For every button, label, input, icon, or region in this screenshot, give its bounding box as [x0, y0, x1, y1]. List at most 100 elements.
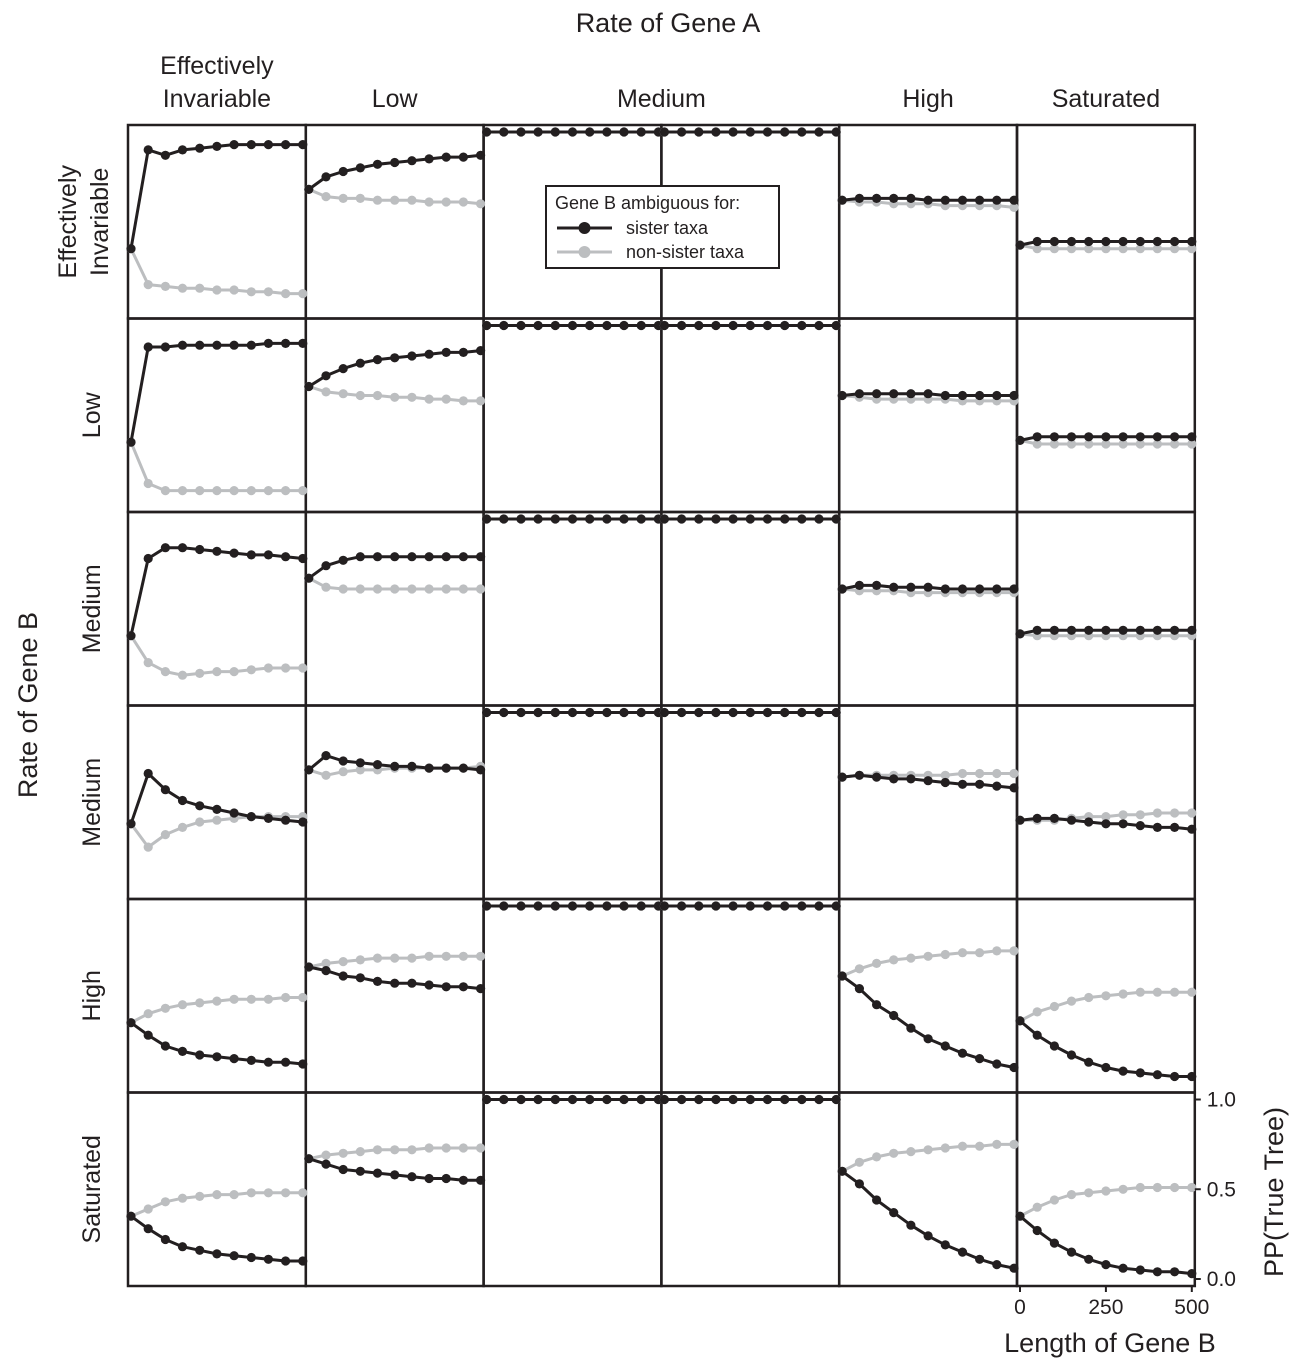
- sister-point: [1066, 236, 1077, 247]
- non-sister-point: [372, 584, 383, 594]
- panel-r1-c2: [482, 320, 664, 331]
- non-sister-point: [1152, 808, 1162, 818]
- panel-r5-c1: [304, 1143, 486, 1185]
- panel-frame-r2-c3: [660, 510, 841, 707]
- sister-point: [441, 152, 451, 162]
- non-sister-point: [281, 992, 291, 1003]
- sister-point: [372, 355, 383, 365]
- non-sister-point: [338, 193, 348, 203]
- sister-point: [831, 901, 841, 911]
- sister-point: [837, 971, 847, 981]
- non-sister-point: [1066, 439, 1077, 449]
- non-sister-point: [390, 195, 400, 205]
- non-sister-point: [281, 486, 291, 496]
- sister-point: [263, 550, 273, 560]
- non-sister-point: [263, 287, 273, 297]
- sister-point: [458, 982, 468, 992]
- panel-frame-r3-c2: [482, 704, 663, 901]
- non-sister-point: [424, 197, 434, 207]
- non-sister-point: [476, 584, 486, 594]
- sister-point: [619, 901, 629, 911]
- non-sister-point: [1009, 1139, 1019, 1149]
- sister-point: [814, 1094, 824, 1105]
- non-sister-point: [372, 390, 383, 401]
- column-header-1: Low: [372, 85, 419, 113]
- non-sister-point: [1032, 244, 1042, 254]
- sister-point: [458, 347, 468, 357]
- non-sister-point: [321, 958, 331, 969]
- panel-r1-c5: [1015, 432, 1197, 449]
- sister-point: [304, 962, 314, 972]
- panel-frame-r0-c1: [304, 123, 485, 320]
- non-sister-point: [246, 486, 256, 496]
- sister-point: [837, 1166, 847, 1176]
- panel-r0-c5: [1015, 236, 1197, 254]
- column-header-3: High: [902, 85, 953, 113]
- sister-point: [728, 707, 738, 718]
- sister-point: [476, 765, 486, 775]
- non-sister-point: [1101, 991, 1111, 1001]
- non-sister-point: [458, 396, 468, 406]
- sister-point: [854, 1179, 865, 1189]
- non-sister-point: [143, 1009, 153, 1019]
- sister-point: [728, 901, 738, 911]
- non-sister-point: [923, 951, 933, 961]
- column-headers: Effectively Invariable Low Medium High Satura…: [160, 52, 1160, 113]
- sister-point: [263, 1254, 273, 1264]
- sister-point: [338, 364, 348, 374]
- panel-frame-r1-c1: [304, 317, 485, 514]
- non-sister-point: [281, 1188, 291, 1198]
- sister-point: [906, 193, 916, 203]
- non-sister-point: [372, 953, 383, 963]
- non-sister-point: [212, 996, 222, 1006]
- sister-point: [619, 320, 629, 331]
- sister-point: [889, 774, 899, 784]
- non-sister-point: [195, 817, 205, 827]
- non-sister-point: [212, 1190, 222, 1200]
- sister-point: [212, 340, 222, 350]
- sister-point: [246, 1055, 256, 1065]
- sister-point: [1152, 236, 1162, 247]
- sister-point: [837, 772, 847, 782]
- sister-point: [975, 779, 985, 789]
- sister-point: [338, 971, 348, 981]
- sister-point: [1135, 625, 1145, 635]
- sister-point: [831, 1094, 841, 1105]
- sister-line: [129, 341, 303, 443]
- non-sister-point: [424, 1143, 434, 1153]
- sister-point: [837, 390, 847, 401]
- sister-point: [940, 777, 950, 788]
- sister-point: [229, 340, 239, 350]
- sister-point: [1187, 236, 1197, 247]
- sister-point: [906, 389, 916, 399]
- sister-point: [854, 770, 865, 780]
- legend-entry-label: sister taxa: [626, 218, 709, 238]
- sister-point: [407, 761, 417, 772]
- panel-frame-r2-c1: [304, 510, 485, 707]
- sister-point: [390, 1170, 400, 1180]
- non-sister-point: [957, 768, 968, 779]
- sister-point: [246, 550, 256, 560]
- non-sister-point: [177, 1000, 188, 1010]
- non-sister-point: [143, 842, 153, 852]
- sister-point: [780, 1094, 790, 1105]
- non-sister-point: [458, 197, 468, 207]
- sister-point: [1170, 822, 1180, 833]
- sister-point: [906, 1023, 916, 1033]
- sister-point: [923, 776, 933, 786]
- sister-point: [321, 561, 331, 571]
- sister-point: [814, 127, 824, 137]
- sister-point: [1066, 1247, 1077, 1257]
- non-sister-point: [281, 289, 291, 299]
- sister-point: [567, 1094, 578, 1105]
- non-sister-point: [321, 192, 331, 202]
- sister-point: [424, 763, 434, 773]
- sister-point: [304, 381, 314, 392]
- non-sister-point: [263, 486, 273, 496]
- non-sister-point: [1170, 808, 1180, 818]
- sister-point: [957, 1048, 968, 1058]
- non-sister-point: [1101, 812, 1111, 822]
- column-header-4: Saturated: [1052, 85, 1160, 113]
- sister-point: [797, 514, 807, 524]
- sister-point: [424, 1173, 434, 1184]
